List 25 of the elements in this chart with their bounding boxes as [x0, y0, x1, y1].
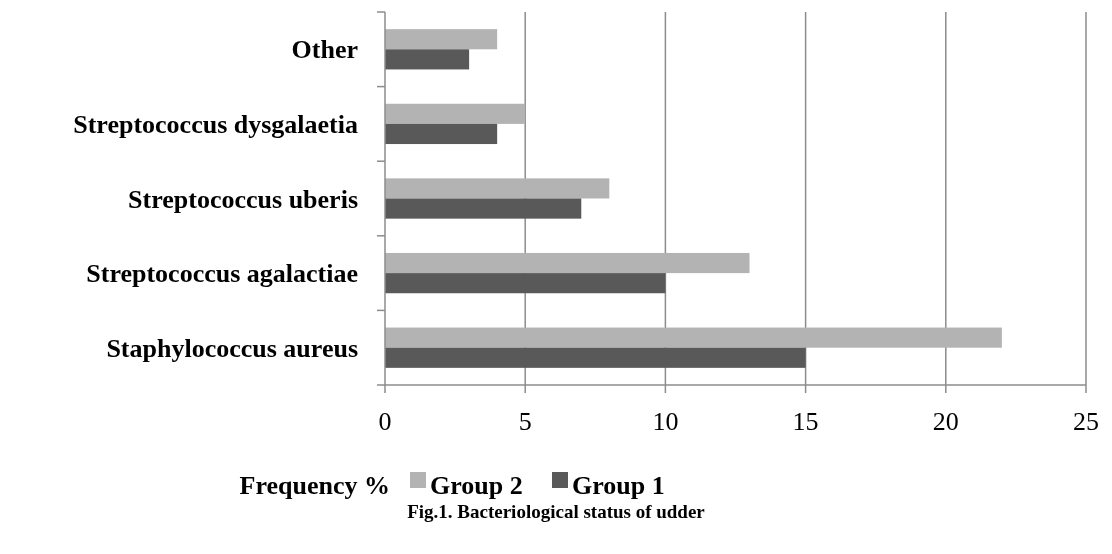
bar [385, 347, 806, 368]
bar [385, 29, 498, 50]
x-tick-label: 0 [378, 407, 392, 436]
bar [385, 273, 666, 294]
bar [385, 327, 1002, 348]
legend-label: Group 2 [430, 471, 523, 500]
bar [385, 123, 498, 145]
legend-label: Group 1 [572, 471, 665, 500]
x-tick-label: 5 [518, 407, 532, 436]
caption: Fig.1. Bacteriological status of udder [407, 501, 706, 522]
y-tick-label: Other [291, 35, 358, 65]
y-tick-label: Streptococcus dysgalaetia [73, 109, 358, 139]
x-tick-label: 10 [652, 407, 679, 436]
bar [385, 198, 582, 219]
bar [385, 103, 526, 124]
x-tick-label: 25 [1073, 407, 1099, 436]
bar [385, 178, 610, 199]
bar [385, 252, 750, 274]
y-tick-label: Streptococcus uberis [128, 184, 358, 214]
y-tick-label: Staphylococcus aureus [106, 333, 358, 363]
y-tick-label: Streptococcus agalactiae [86, 259, 358, 289]
x-axis-title: Frequency % [239, 471, 390, 500]
x-tick-label: 20 [932, 407, 959, 436]
bar [385, 49, 470, 70]
x-tick-label: 15 [792, 407, 819, 436]
